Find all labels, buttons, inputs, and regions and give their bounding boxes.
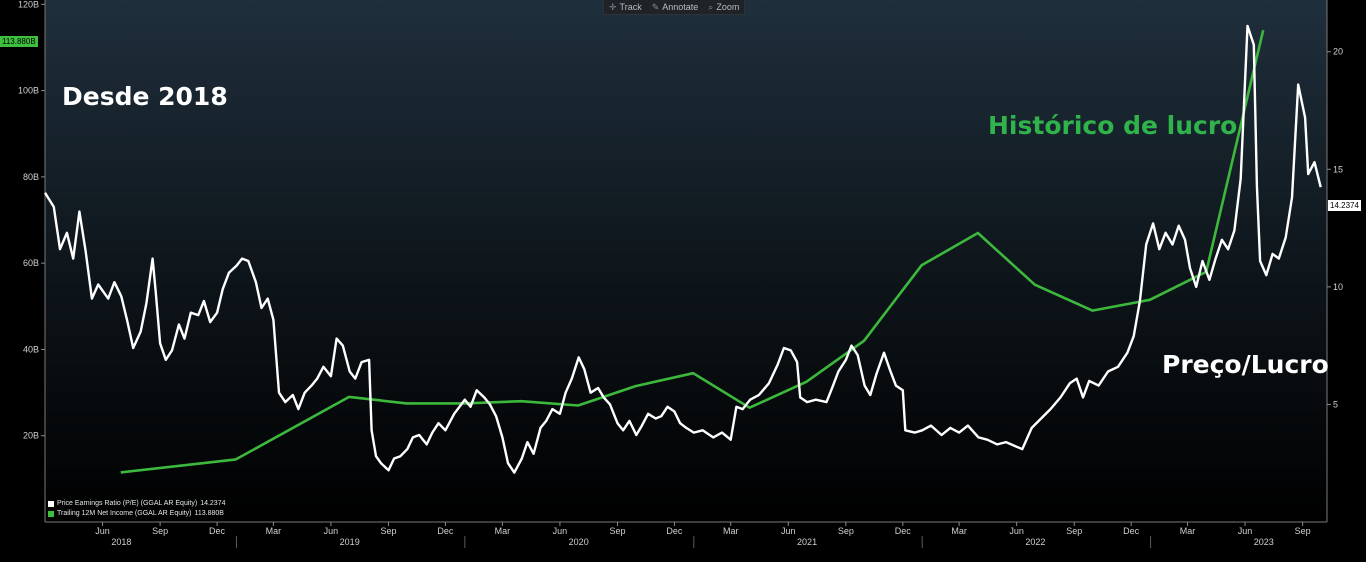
left-tick-label: 100B bbox=[18, 86, 39, 96]
x-year-label: 2023 bbox=[1254, 537, 1274, 547]
magnifier-icon: ⌕ bbox=[708, 2, 714, 12]
x-tick-label: Jun bbox=[781, 526, 796, 536]
left-tick-label: 80B bbox=[23, 172, 39, 182]
right-axis-ticks: 5 10 15 20 bbox=[1327, 47, 1343, 409]
zoom-button[interactable]: ⌕ Zoom bbox=[703, 0, 744, 14]
x-year-label: 2021 bbox=[797, 537, 817, 547]
x-tick-label: Sep bbox=[152, 526, 168, 536]
x-tick-label: Jun bbox=[553, 526, 568, 536]
income-series-line bbox=[120, 29, 1265, 474]
annotate-label: Annotate bbox=[662, 2, 699, 12]
income-last-value-flag: 113.880B bbox=[0, 36, 38, 47]
chart-toolbar: ✛ Track ✎ Annotate ⌕ Zoom bbox=[603, 0, 746, 15]
left-tick-label: 20B bbox=[23, 431, 39, 441]
pencil-icon: ✎ bbox=[651, 2, 660, 12]
legend-label-income: Trailing 12M Net Income (GGAL AR Equity) bbox=[57, 510, 192, 517]
right-tick-label: 20 bbox=[1333, 47, 1343, 57]
x-tick-label: Mar bbox=[723, 526, 739, 536]
x-year-label: 2018 bbox=[111, 537, 131, 547]
x-tick-label: Sep bbox=[380, 526, 396, 536]
x-tick-label: Dec bbox=[209, 526, 226, 536]
x-year-label: 2019 bbox=[340, 537, 360, 547]
legend-value-pe: 14.2374 bbox=[200, 500, 226, 507]
pe-last-value-flag: 14.2374 bbox=[1328, 200, 1361, 211]
left-tick-label: 60B bbox=[23, 258, 39, 268]
legend: Price Earnings Ratio (P/E) (GGAL AR Equi… bbox=[48, 499, 226, 519]
x-tick-label: Jun bbox=[95, 526, 110, 536]
x-tick-label: Sep bbox=[838, 526, 854, 536]
legend-swatch-pe bbox=[48, 501, 54, 507]
x-tick-label: Jun bbox=[1238, 526, 1253, 536]
track-button[interactable]: ✛ Track bbox=[604, 0, 647, 14]
x-axis-ticks: Jun Sep Dec Mar Jun Sep Dec Mar Jun Sep Dec Mar Jun S… bbox=[95, 522, 1311, 548]
track-label: Track bbox=[619, 2, 642, 12]
right-tick-label: 15 bbox=[1333, 164, 1343, 174]
legend-value-income: 113.880B bbox=[194, 510, 224, 517]
x-tick-label: Mar bbox=[1180, 526, 1196, 536]
legend-item-pe: Price Earnings Ratio (P/E) (GGAL AR Equi… bbox=[48, 499, 226, 509]
x-tick-label: Dec bbox=[437, 526, 454, 536]
x-tick-label: Mar bbox=[266, 526, 282, 536]
x-year-label: 2022 bbox=[1025, 537, 1045, 547]
legend-swatch-income bbox=[48, 511, 54, 517]
crosshair-icon: ✛ bbox=[609, 2, 617, 12]
x-tick-label: Jun bbox=[1009, 526, 1024, 536]
x-tick-label: Mar bbox=[951, 526, 967, 536]
zoom-label: Zoom bbox=[716, 2, 740, 12]
pe-annotation: Preço/Lucro bbox=[1162, 350, 1329, 379]
annotate-button[interactable]: ✎ Annotate bbox=[647, 0, 704, 14]
x-year-label: 2020 bbox=[569, 537, 589, 547]
x-tick-label: Sep bbox=[1295, 526, 1311, 536]
income-annotation: Histórico de lucro bbox=[988, 111, 1238, 140]
x-tick-label: Sep bbox=[609, 526, 625, 536]
x-tick-label: Mar bbox=[495, 526, 511, 536]
x-tick-label: Dec bbox=[895, 526, 912, 536]
left-tick-label: 40B bbox=[23, 344, 39, 354]
series-layer bbox=[43, 24, 1322, 474]
x-tick-label: Dec bbox=[1123, 526, 1140, 536]
plot-background bbox=[45, 0, 1327, 522]
left-tick-label: 120B bbox=[18, 0, 39, 9]
right-tick-label: 10 bbox=[1333, 282, 1343, 292]
x-tick-label: Sep bbox=[1066, 526, 1082, 536]
legend-label-pe: Price Earnings Ratio (P/E) (GGAL AR Equi… bbox=[57, 500, 198, 507]
period-annotation: Desde 2018 bbox=[62, 82, 228, 111]
legend-item-income: Trailing 12M Net Income (GGAL AR Equity)… bbox=[48, 509, 226, 519]
pe-series-line bbox=[43, 24, 1322, 474]
x-tick-label: Jun bbox=[324, 526, 339, 536]
left-axis-ticks: 20B 40B 60B 80B 100B 120B bbox=[18, 0, 45, 441]
x-tick-label: Dec bbox=[666, 526, 683, 536]
right-tick-label: 5 bbox=[1333, 399, 1338, 409]
